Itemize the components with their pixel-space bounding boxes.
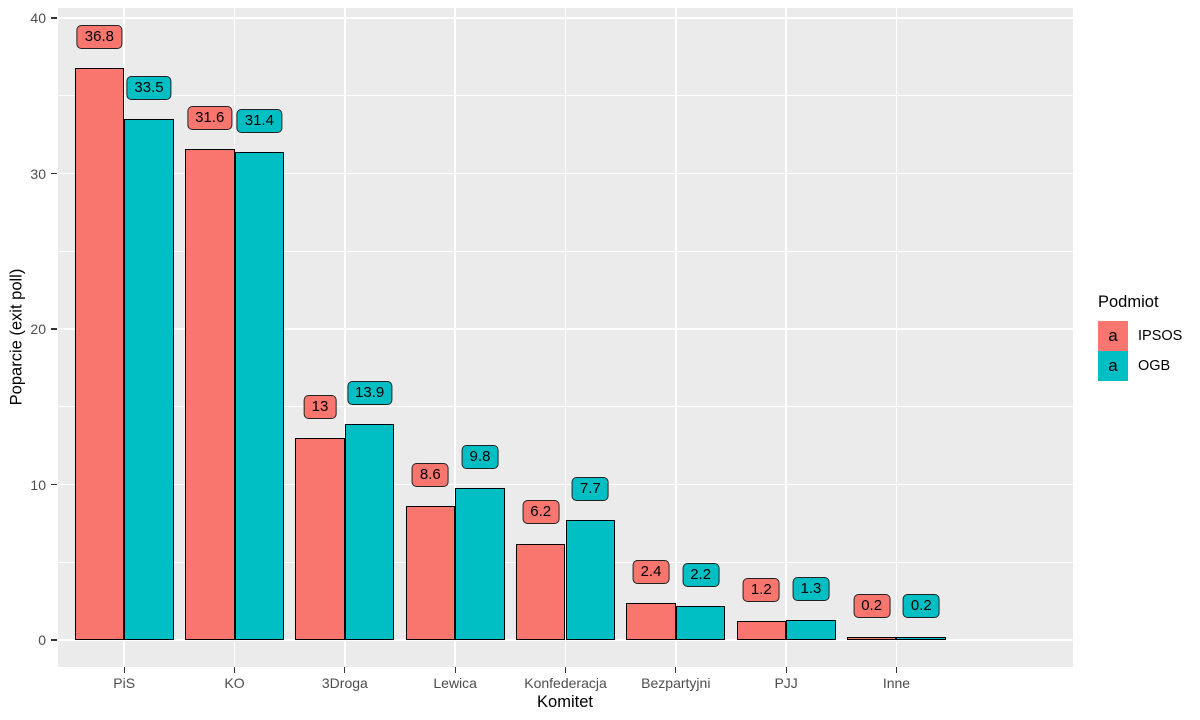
bar-value-label: 36.8: [76, 24, 122, 49]
x-axis-title: Komitet: [537, 693, 593, 711]
legend-key-swatch: a: [1098, 351, 1128, 381]
bar-ipsos-pis: [74, 67, 125, 640]
bar-value-label: 2.4: [632, 559, 670, 584]
bar-ipsos-pjj: [736, 621, 787, 640]
x-tick-label-lewica: Lewica: [433, 675, 477, 691]
x-tick-mark: [454, 667, 456, 673]
bar-value-label: 7.7: [571, 477, 609, 502]
category-gridline: [344, 8, 346, 667]
bar-value-label: 31.4: [236, 108, 282, 133]
bar-value-label: 9.8: [461, 444, 499, 469]
x-tick-label-3droga: 3Droga: [321, 675, 368, 691]
bar-ipsos-ko: [184, 148, 235, 640]
legend-item-ogb: a OGB: [1098, 351, 1182, 381]
y-tick-mark: [51, 639, 57, 641]
bar-value-label: 6.2: [522, 500, 560, 525]
bar-ipsos-konfederacja: [515, 543, 566, 640]
bar-ipsos-lewica: [405, 506, 456, 640]
y-tick-mark: [51, 483, 57, 486]
bar-value-label: 1.3: [792, 576, 830, 601]
bar-value-label: 13: [303, 394, 337, 419]
bar-ogb-bezpartyjni: [675, 605, 726, 640]
y-axis-title: Poparcie (exit poll): [7, 268, 26, 406]
legend-items: a IPSOS a OGB: [1098, 321, 1182, 381]
x-tick-label-pjj: PJJ: [774, 675, 798, 691]
category-gridline: [454, 8, 456, 667]
y-tick-mark: [51, 328, 57, 330]
plot-panel: 36.8 31.6 13 8.6 6.2 2.4 1.2 0.2 33.5 31.4 13.9 9.8…: [58, 8, 1073, 667]
x-tick-label-bezpartyjni: Bezpartyjni: [641, 675, 711, 691]
bar-value-label: 13.9: [347, 380, 393, 405]
legend-title: Podmiot: [1098, 293, 1159, 311]
bar-value-label: 1.2: [742, 578, 780, 603]
bar-value-label: 8.6: [411, 463, 449, 488]
category-gridline: [564, 8, 567, 667]
category-gridline: [895, 8, 898, 667]
x-tick-mark: [564, 667, 567, 673]
y-tick-label: 0: [38, 632, 46, 648]
y-tick-label: 30: [30, 165, 46, 182]
bar-value-label: 2.2: [682, 562, 720, 587]
bar-ogb-pis: [124, 119, 174, 640]
x-tick-mark: [895, 667, 898, 673]
legend: Podmiot a IPSOS a OGB: [1098, 293, 1182, 381]
bar-ogb-lewica: [455, 487, 505, 640]
x-tick-label-pis: PiS: [113, 675, 136, 691]
legend-item-label: IPSOS: [1138, 328, 1183, 344]
bar-labels-layer: 36.8 31.6 13 8.6 6.2 2.4 1.2 0.2 33.5 31.4 13.9 9.8…: [58, 8, 1073, 667]
legend-key-swatch: a: [1098, 321, 1128, 351]
x-tick-mark: [344, 667, 346, 673]
bar-value-label: 33.5: [126, 75, 172, 100]
x-tick-label-konfederacja: Konfederacja: [524, 675, 607, 691]
x-tick-mark: [785, 667, 787, 673]
category-gridline: [675, 8, 677, 667]
y-tick-mark: [51, 172, 57, 175]
legend-item-label: OGB: [1138, 358, 1171, 374]
bars-layer: [58, 8, 1073, 667]
bar-ogb-3droga: [344, 423, 395, 640]
bar-ogb-pjj: [786, 619, 836, 640]
y-tick-label: 20: [30, 321, 46, 337]
bar-ipsos-3droga: [295, 437, 345, 640]
bar-value-label: 31.6: [187, 105, 233, 130]
category-gridline: [785, 8, 787, 667]
y-tick-label: 40: [30, 10, 46, 26]
bar-ipsos-bezpartyjni: [626, 602, 676, 640]
bar-value-label: 0.2: [902, 593, 940, 618]
bar-ogb-inne: [896, 636, 947, 640]
bar-value-label: 0.2: [853, 593, 891, 618]
x-tick-label-ko: KO: [224, 675, 245, 691]
x-tick-mark: [123, 667, 125, 673]
x-tick-mark: [233, 667, 236, 673]
bar-ipsos-inne: [846, 636, 897, 640]
x-tick-mark: [675, 667, 677, 673]
bar-ogb-konfederacja: [565, 520, 616, 640]
y-tick-label: 10: [30, 476, 46, 493]
y-tick-mark: [51, 17, 57, 19]
x-tick-label-inne: Inne: [882, 675, 911, 691]
bar-ogb-ko: [234, 151, 285, 640]
legend-item-ipsos: a IPSOS: [1098, 321, 1182, 351]
